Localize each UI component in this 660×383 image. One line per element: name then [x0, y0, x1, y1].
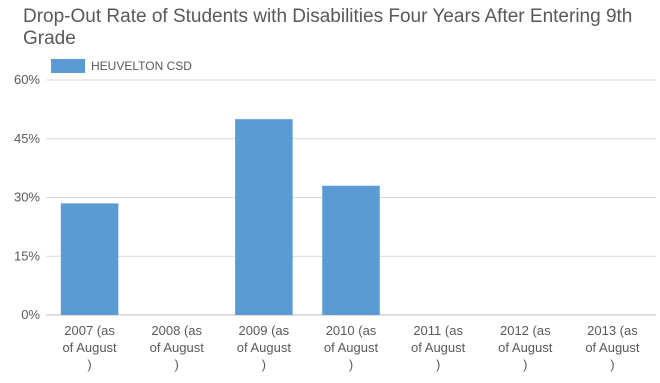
y-tick-label: 30% [14, 190, 40, 205]
bar [235, 119, 293, 316]
x-tick-label: 2011 (as of August) [411, 323, 466, 372]
legend: HEUVELTON CSD [51, 59, 192, 73]
legend-swatch [51, 59, 85, 73]
x-tick-label: 2009 (as of August) [237, 323, 292, 372]
y-tick-label: 45% [14, 131, 40, 146]
x-tick-label: 2007 (as of August) [62, 323, 117, 372]
bar [322, 185, 380, 315]
x-tick-label: 2012 (as of August) [498, 323, 553, 372]
bar [60, 203, 119, 315]
legend-label: HEUVELTON CSD [91, 59, 192, 73]
chart-title: Drop-Out Rate of Students with Disabilit… [23, 6, 633, 49]
y-tick-label: 15% [14, 248, 40, 263]
x-tick-label: 2013 (as of August) [585, 323, 640, 372]
y-tick-label: 0% [21, 307, 40, 322]
x-tick-label: 2008 (as of August) [150, 323, 205, 372]
x-tick-label: 2010 (as of August) [324, 323, 379, 372]
y-tick-label: 60% [14, 72, 40, 87]
